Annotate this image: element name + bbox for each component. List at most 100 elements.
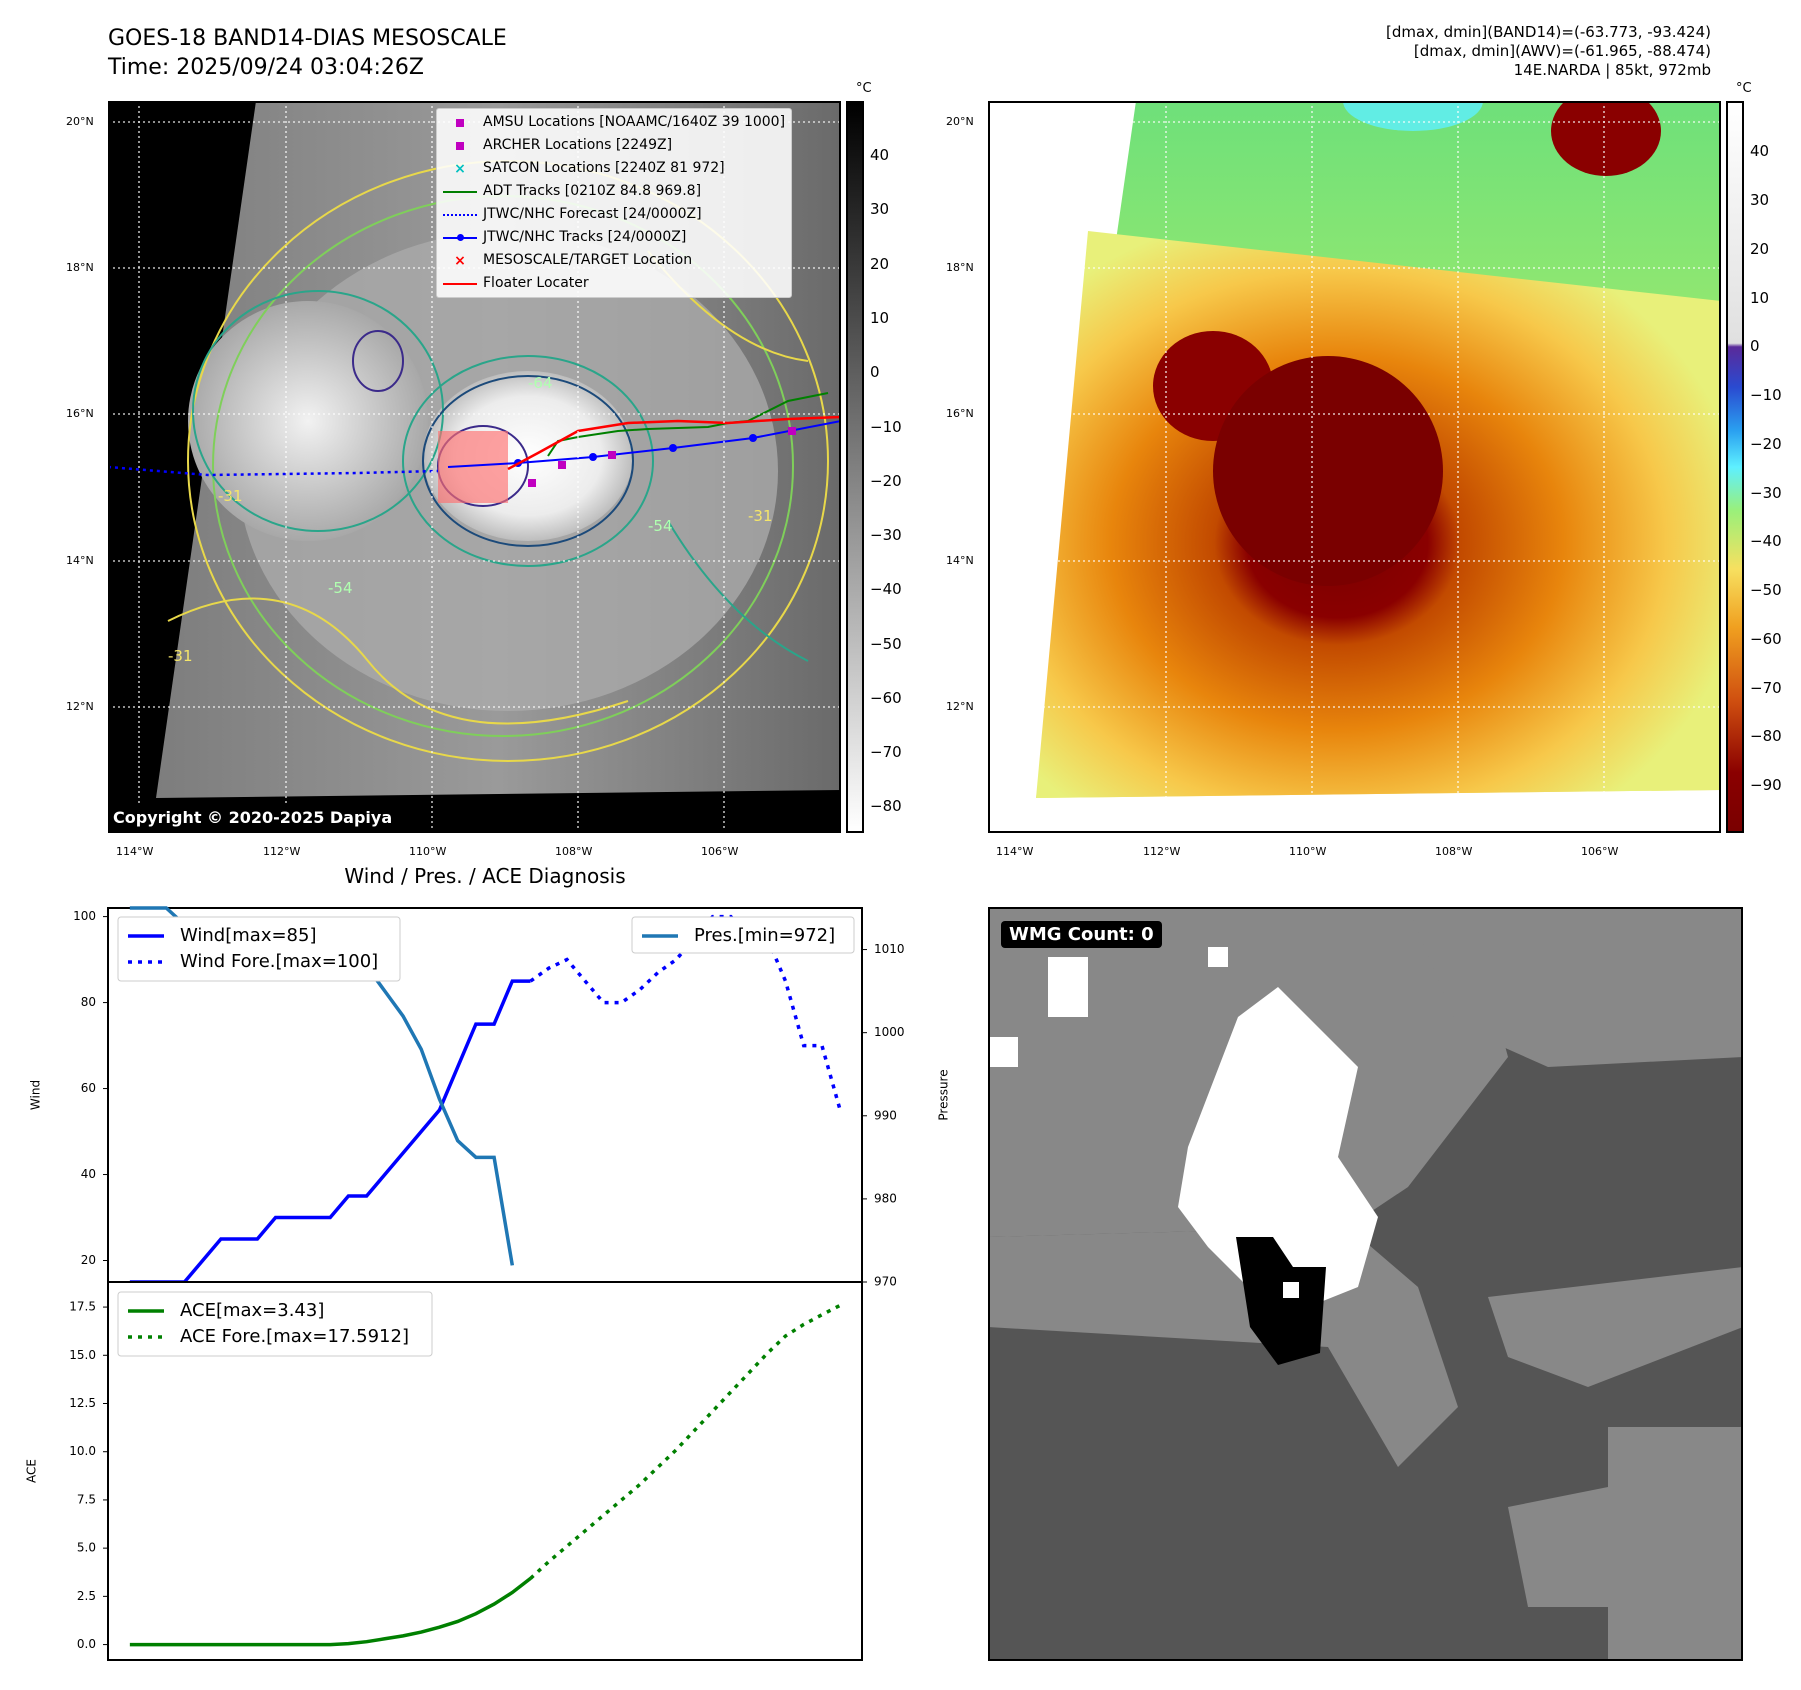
legend-item: AMSU Locations [NOAAMC/1640Z 39 1000] bbox=[443, 111, 785, 134]
adt-track bbox=[547, 392, 829, 457]
legend-item: × MESOSCALE/TARGET Location bbox=[443, 249, 785, 272]
legend-label: ACE Fore.[max=17.5912] bbox=[180, 1326, 409, 1347]
square-marker-icon bbox=[443, 139, 477, 153]
legend-item: ADT Tracks [0210Z 84.8 969.8] bbox=[443, 180, 785, 203]
x-marker-icon: × bbox=[454, 252, 466, 269]
legend-item: × SATCON Locations [2240Z 81 972] bbox=[443, 157, 785, 180]
legend-label: Wind[max=85] bbox=[180, 925, 317, 946]
lat-label: 12°N bbox=[946, 700, 974, 713]
y-tick-label: 20 bbox=[81, 1253, 96, 1267]
contour-label: -31 bbox=[748, 507, 773, 525]
legend-item: JTWC/NHC Forecast [24/0000Z] bbox=[443, 203, 785, 226]
y-tick-label: 60 bbox=[81, 1081, 96, 1095]
y-right-tick-label: 990 bbox=[874, 1108, 897, 1122]
legend-item: ARCHER Locations [2249Z] bbox=[443, 134, 785, 157]
diagnostic-info-line1: [dmax, dmin](BAND14)=(-63.773, -93.424) bbox=[1386, 23, 1711, 41]
ir-colorbar-tick: −60 bbox=[870, 689, 902, 707]
lat-label: 14°N bbox=[946, 554, 974, 567]
awv-colorbar-tick: 0 bbox=[1750, 337, 1760, 355]
lon-label: 108°W bbox=[555, 845, 593, 858]
lat-label: 20°N bbox=[66, 115, 94, 128]
ace-legend bbox=[117, 1291, 433, 1357]
lat-label: 18°N bbox=[946, 261, 974, 274]
legend-label: ACE[max=3.43] bbox=[180, 1300, 324, 1321]
y-tick-label: 12.5 bbox=[69, 1396, 96, 1410]
ace-series-line-0 bbox=[129, 1577, 532, 1647]
wind-legend bbox=[117, 916, 401, 982]
ir-colorbar-tick: −40 bbox=[870, 580, 902, 598]
ir-colorbar-tick: 20 bbox=[870, 255, 890, 273]
awv-colorbar-tick: 10 bbox=[1750, 289, 1770, 307]
awv-satellite-image bbox=[988, 101, 1721, 833]
lon-label: 106°W bbox=[701, 845, 739, 858]
ir-colorbar-tick: 40 bbox=[870, 146, 890, 164]
lat-label: 18°N bbox=[66, 261, 94, 274]
page-title-line2: Time: 2025/09/24 03:04:26Z bbox=[108, 55, 424, 80]
diagnostic-info-line2: [dmax, dmin](AWV)=(-61.965, -88.474) bbox=[1413, 42, 1711, 60]
line-dot-icon bbox=[443, 231, 477, 245]
dotted-line-icon bbox=[443, 208, 477, 222]
legend-label: Wind Fore.[max=100] bbox=[180, 951, 378, 972]
legend-item: Floater Locater bbox=[443, 272, 785, 295]
ir-colorbar-tick: 30 bbox=[870, 200, 890, 218]
page-title-line1: GOES-18 BAND14-DIAS MESOSCALE bbox=[108, 26, 507, 51]
lat-label: 16°N bbox=[66, 407, 94, 420]
best-track bbox=[447, 420, 841, 468]
ir-colorbar-unit: °C bbox=[856, 81, 872, 96]
contour-label: -64 bbox=[528, 374, 553, 392]
awv-colorbar-tick: 30 bbox=[1750, 191, 1770, 209]
ir-colorbar-tick: −50 bbox=[870, 635, 902, 653]
awv-colorbar-tick: 20 bbox=[1750, 240, 1770, 258]
contour-label: -54 bbox=[648, 517, 673, 535]
lon-label: 112°W bbox=[1143, 845, 1181, 858]
lat-label: 12°N bbox=[66, 700, 94, 713]
lon-label: 110°W bbox=[409, 845, 447, 858]
ir-colorbar-tick: 0 bbox=[870, 363, 880, 381]
wmg-image bbox=[988, 907, 1743, 1661]
legend-item: JTWC/NHC Tracks [24/0000Z] bbox=[443, 226, 785, 249]
pressure-legend bbox=[631, 916, 855, 954]
y-tick-label: 15.0 bbox=[69, 1348, 96, 1362]
lon-label: 106°W bbox=[1581, 845, 1619, 858]
wmg-eye-region bbox=[1236, 1237, 1326, 1365]
ir-colorbar-tick: −10 bbox=[870, 418, 902, 436]
ir-colorbar-tick: −80 bbox=[870, 797, 902, 815]
awv-colorbar bbox=[1726, 101, 1744, 833]
y-tick-label: 10.0 bbox=[69, 1444, 96, 1458]
lon-label: 112°W bbox=[263, 845, 301, 858]
awv-colorbar-tick: −50 bbox=[1750, 581, 1782, 599]
ir-legend: AMSU Locations [NOAAMC/1640Z 39 1000] AR… bbox=[436, 108, 793, 298]
lon-label: 114°W bbox=[996, 845, 1034, 858]
awv-colorbar-tick: −80 bbox=[1750, 727, 1782, 745]
contour-label: -31 bbox=[168, 647, 193, 665]
contour-label: -31 bbox=[218, 487, 243, 505]
awv-colorbar-tick: −30 bbox=[1750, 484, 1782, 502]
lon-label: 110°W bbox=[1289, 845, 1327, 858]
y-right-tick-label: 970 bbox=[874, 1275, 897, 1289]
y-right-axis-label: Pressure bbox=[937, 1069, 951, 1120]
y-tick-label: 100 bbox=[73, 909, 96, 923]
lon-label: 114°W bbox=[116, 845, 154, 858]
lat-label: 20°N bbox=[946, 115, 974, 128]
lat-label: 14°N bbox=[66, 554, 94, 567]
awv-colorbar-tick: −60 bbox=[1750, 630, 1782, 648]
y-right-tick-label: 1000 bbox=[874, 1025, 905, 1039]
y-tick-label: 17.5 bbox=[69, 1300, 96, 1314]
ir-colorbar-tick: 10 bbox=[870, 309, 890, 327]
lon-label: 108°W bbox=[1435, 845, 1473, 858]
y-tick-label: 0.0 bbox=[77, 1637, 96, 1651]
y-tick-label: 7.5 bbox=[77, 1492, 96, 1506]
y-tick-label: 5.0 bbox=[77, 1541, 96, 1555]
y-tick-label: 80 bbox=[81, 995, 96, 1009]
y-tick-label: 2.5 bbox=[77, 1589, 96, 1603]
line-icon bbox=[443, 185, 477, 199]
lat-label: 16°N bbox=[946, 407, 974, 420]
diagnosis-chart: 20 40 60 80 100 970 980 990 1000 1010 Wind Pressure… bbox=[25, 906, 951, 1661]
series-line-0 bbox=[129, 979, 531, 1284]
floater-track bbox=[507, 415, 841, 471]
storm-info: 14E.NARDA | 85kt, 972mb bbox=[1513, 61, 1711, 79]
y-right-tick-label: 1010 bbox=[874, 942, 905, 956]
ir-colorbar-tick: −30 bbox=[870, 526, 902, 544]
forecast-track bbox=[108, 465, 439, 477]
copyright-badge: Copyright © 2020-2025 Dapiya bbox=[109, 806, 397, 829]
